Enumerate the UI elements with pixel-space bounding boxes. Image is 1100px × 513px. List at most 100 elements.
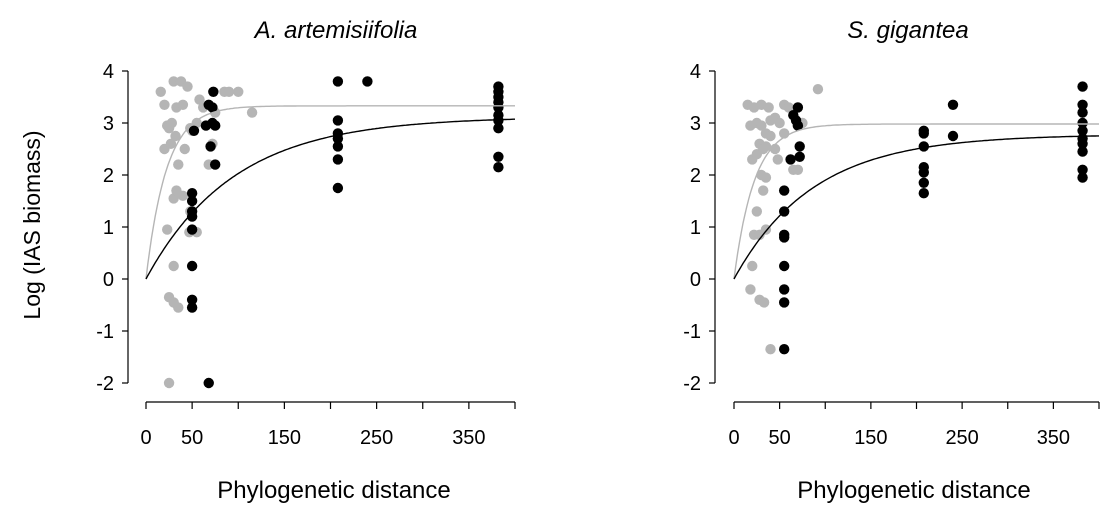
y-tick-label: 1 xyxy=(690,217,701,239)
data-point-black xyxy=(778,232,790,243)
data-point-black xyxy=(918,188,929,199)
data-point-black xyxy=(778,344,790,355)
data-point-black xyxy=(332,76,344,87)
chart-title: A. artemisiifolia xyxy=(253,17,418,44)
fit-curve-black xyxy=(145,118,515,280)
data-point-black xyxy=(493,123,504,134)
data-point-black xyxy=(918,177,929,188)
data-point-black xyxy=(203,377,214,389)
data-point-gray xyxy=(168,260,179,272)
data-point-gray xyxy=(173,159,184,170)
fit-curve-gray xyxy=(145,105,515,280)
data-point-gray xyxy=(166,117,178,129)
y-tick-label: 0 xyxy=(103,269,114,291)
y-tick-label: -2 xyxy=(683,373,701,395)
data-point-black xyxy=(186,302,198,313)
data-point-black xyxy=(1077,125,1088,136)
x-tick-label: 350 xyxy=(1037,427,1070,449)
data-point-gray xyxy=(765,130,776,142)
data-point-black xyxy=(493,102,504,113)
data-point-black xyxy=(947,130,959,142)
data-point-black xyxy=(186,188,198,199)
data-point-gray xyxy=(772,154,783,165)
data-point-black xyxy=(188,125,200,136)
y-axis-title: Log (IAS biomass) xyxy=(19,130,45,319)
x-tick-label: 0 xyxy=(140,427,151,449)
data-point-gray xyxy=(179,143,190,155)
data-point-gray xyxy=(155,86,166,98)
y-tick-label: 4 xyxy=(690,61,701,83)
data-point-gray xyxy=(165,138,177,149)
y-tick-label: 1 xyxy=(103,217,114,239)
x-tick-label: 150 xyxy=(854,427,887,449)
data-point-gray xyxy=(745,284,756,295)
x-tick-label: 0 xyxy=(728,427,739,449)
data-point-black xyxy=(792,120,804,131)
data-point-black xyxy=(186,224,198,235)
data-point-gray xyxy=(233,86,244,98)
data-point-gray xyxy=(173,302,184,313)
x-tick-label: 250 xyxy=(360,427,393,449)
data-point-gray xyxy=(177,99,189,111)
x-tick-label: 50 xyxy=(181,427,203,449)
data-point-black xyxy=(778,185,790,196)
data-point-black xyxy=(186,260,198,272)
data-point-black xyxy=(792,102,804,113)
data-point-gray xyxy=(223,86,235,98)
data-point-black xyxy=(785,154,796,165)
data-point-black xyxy=(362,76,373,87)
fit-curve-gray xyxy=(733,123,1099,280)
data-point-gray xyxy=(162,224,173,235)
data-point-black xyxy=(794,151,805,162)
fit-curve-black xyxy=(733,135,1099,280)
data-point-gray xyxy=(163,377,175,389)
data-point-gray xyxy=(751,206,763,217)
data-point-black xyxy=(1077,172,1088,183)
series-black xyxy=(186,76,504,389)
chart-title: S. gigantea xyxy=(847,17,968,44)
series-black xyxy=(778,81,1088,355)
data-point-black xyxy=(1077,99,1088,111)
y-tick-label: 2 xyxy=(103,165,114,187)
data-point-gray xyxy=(758,297,770,308)
data-point-gray xyxy=(159,99,170,111)
data-point-black xyxy=(918,141,929,152)
data-point-gray xyxy=(765,344,776,355)
data-point-black xyxy=(332,154,344,165)
y-tick-label: 4 xyxy=(103,61,114,83)
data-point-gray xyxy=(168,76,179,87)
data-point-black xyxy=(186,211,198,222)
x-axis-title: Phylogenetic distance xyxy=(797,477,1030,504)
data-point-black xyxy=(493,162,504,173)
y-tick-label: 3 xyxy=(690,113,701,135)
x-tick-label: 250 xyxy=(945,427,978,449)
data-point-gray xyxy=(758,185,769,196)
data-point-gray xyxy=(170,130,181,142)
x-tick-label: 350 xyxy=(452,427,485,449)
data-point-black xyxy=(332,141,344,152)
data-point-black xyxy=(209,120,221,131)
data-point-black xyxy=(186,195,198,207)
data-point-gray xyxy=(168,193,179,204)
data-point-black xyxy=(1077,146,1088,157)
data-point-gray xyxy=(783,102,794,113)
data-point-black xyxy=(778,260,790,272)
data-point-black xyxy=(209,159,221,170)
data-point-black xyxy=(186,294,198,305)
y-tick-label: -2 xyxy=(96,373,114,395)
x-tick-label: 50 xyxy=(769,427,791,449)
y-tick-label: 0 xyxy=(690,269,701,291)
data-point-black xyxy=(332,182,344,194)
x-tick-label: 150 xyxy=(268,427,301,449)
data-point-gray xyxy=(760,141,772,152)
data-point-black xyxy=(1077,164,1088,175)
data-point-gray xyxy=(194,94,205,105)
series-gray xyxy=(742,84,824,355)
data-point-black xyxy=(205,141,216,152)
data-point-black xyxy=(493,151,504,162)
data-point-gray xyxy=(760,172,772,183)
data-point-black xyxy=(1077,138,1088,149)
data-point-gray xyxy=(774,117,785,129)
y-tick-label: 3 xyxy=(103,113,114,135)
